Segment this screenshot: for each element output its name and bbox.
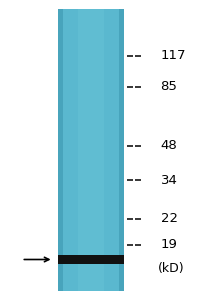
Text: 34: 34: [160, 173, 177, 187]
Text: 48: 48: [160, 139, 177, 152]
Bar: [78, 9, 104, 291]
Text: 19: 19: [160, 238, 177, 251]
Bar: [119, 9, 124, 291]
Bar: [58, 255, 124, 264]
Bar: [58, 9, 63, 291]
Text: 117: 117: [160, 49, 186, 62]
Bar: [58, 9, 124, 291]
Text: 85: 85: [160, 80, 177, 94]
Text: (kD): (kD): [158, 262, 185, 275]
Text: 22: 22: [160, 212, 177, 226]
